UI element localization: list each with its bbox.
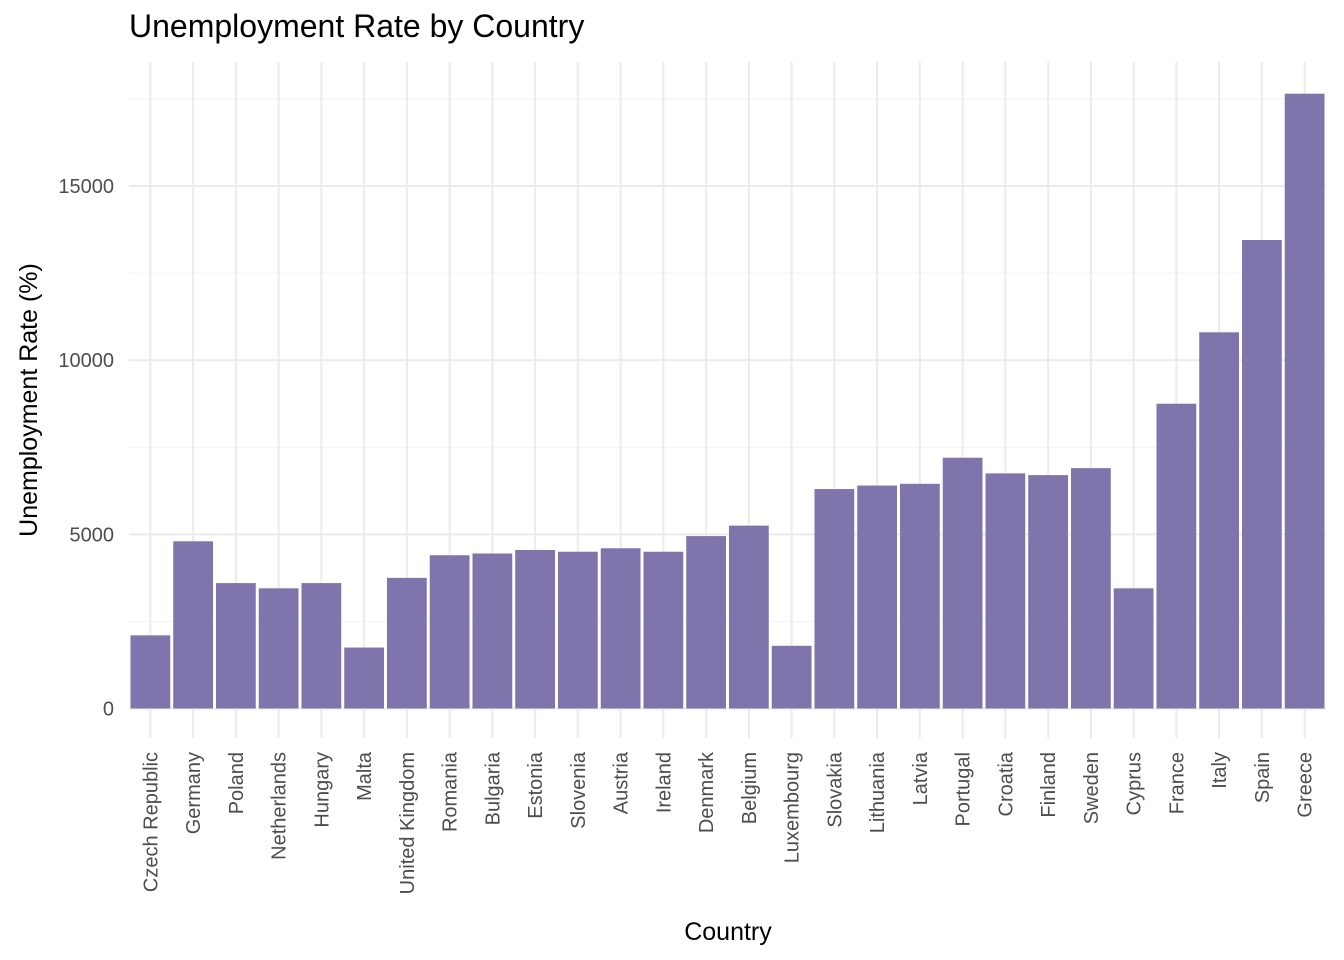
bar: [173, 541, 214, 709]
bar: [600, 548, 641, 709]
x-axis-ticks: Czech Republic Germany Poland Netherlands Hu…: [140, 751, 1316, 894]
bar: [942, 457, 983, 709]
x-tick-label: Ireland: [653, 752, 675, 813]
x-tick-label: Greece: [1295, 752, 1317, 818]
x-tick-label: United Kingdom: [397, 752, 419, 894]
x-axis-title: Country: [684, 918, 772, 946]
y-tick-label: 0: [103, 699, 114, 721]
bar: [429, 555, 470, 709]
bar: [686, 536, 727, 709]
bar: [386, 577, 427, 709]
x-tick-label: Italy: [1209, 752, 1231, 789]
x-tick-label: Portugal: [953, 752, 975, 827]
x-tick-label: Slovakia: [824, 751, 846, 827]
x-tick-label: Germany: [183, 752, 205, 834]
x-tick-label: Romania: [440, 751, 462, 832]
bars: [130, 93, 1325, 709]
bar: [814, 489, 855, 709]
bar: [1070, 468, 1111, 709]
y-axis-ticks: 0 5000 10000 15000: [58, 176, 114, 721]
bar: [1156, 403, 1197, 709]
bar: [215, 583, 256, 709]
x-tick-label: Estonia: [525, 751, 547, 819]
x-tick-label: Spain: [1252, 752, 1274, 803]
bar: [643, 551, 684, 709]
bar: [899, 483, 940, 709]
x-tick-label: Slovenia: [568, 751, 590, 829]
x-tick-label: Sweden: [1081, 752, 1103, 824]
x-tick-label: Lithuania: [867, 751, 889, 833]
bar: [258, 588, 299, 709]
x-tick-label: Latvia: [910, 751, 932, 805]
x-tick-label: Luxembourg: [782, 752, 804, 863]
x-tick-label: Austria: [611, 751, 633, 814]
y-tick-label: 15000: [58, 176, 114, 198]
y-tick-label: 10000: [58, 350, 114, 372]
bar: [344, 647, 385, 709]
x-tick-label: Bulgaria: [482, 751, 504, 825]
x-tick-label: Poland: [226, 752, 248, 814]
x-tick-label: Belgium: [739, 752, 761, 824]
bar: [985, 473, 1026, 709]
y-tick-label: 5000: [70, 524, 115, 546]
x-tick-label: Malta: [354, 751, 376, 801]
bar: [130, 635, 171, 709]
bar: [515, 550, 556, 709]
bar: [557, 551, 598, 709]
bar: [1284, 93, 1325, 709]
y-axis-title: Unemployment Rate (%): [15, 263, 43, 537]
bar: [857, 485, 898, 709]
x-tick-label: Czech Republic: [140, 752, 162, 892]
chart-title: Unemployment Rate by Country: [129, 8, 585, 44]
x-tick-label: Netherlands: [269, 752, 291, 860]
bar: [1199, 332, 1240, 709]
bar: [728, 525, 769, 709]
x-tick-label: France: [1166, 752, 1188, 814]
bar: [1028, 475, 1069, 709]
x-tick-label: Croatia: [995, 751, 1017, 816]
bar: [472, 553, 513, 709]
x-tick-label: Finland: [1038, 752, 1060, 818]
x-tick-label: Cyprus: [1124, 752, 1146, 815]
bar: [1241, 239, 1282, 709]
bar: [301, 583, 342, 709]
bar: [771, 645, 812, 709]
x-tick-label: Hungary: [311, 752, 333, 828]
x-tick-label: Denmark: [696, 751, 718, 833]
bar: [1113, 588, 1154, 709]
